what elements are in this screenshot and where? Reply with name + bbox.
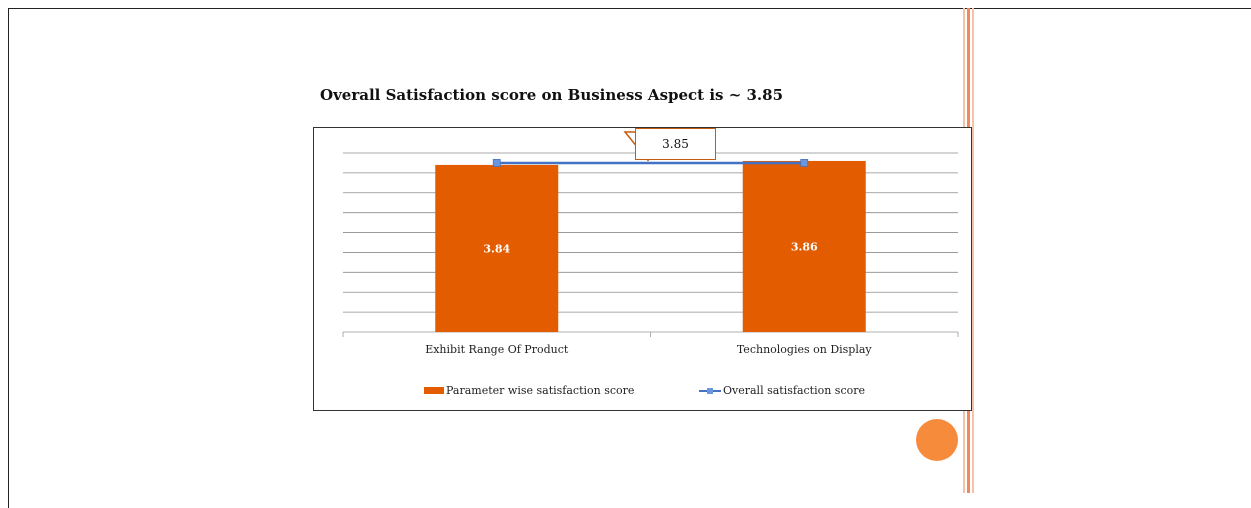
- overall-score-marker: [492, 159, 501, 167]
- bar: [742, 160, 866, 332]
- legend-item-line: Overall satisfaction score: [699, 384, 865, 397]
- legend-item-bar: Parameter wise satisfaction score: [424, 384, 634, 397]
- chart-plot: 3.84 Exhibit Range Of Product 3.86 Technolo…: [342, 131, 959, 356]
- x-tick-label: Technologies on Display: [737, 343, 873, 356]
- legend-marker: [707, 387, 713, 394]
- legend-swatch-bar: [424, 387, 444, 394]
- bar-data-label: 3.86: [791, 240, 818, 253]
- stripe-light: [972, 8, 974, 493]
- slide-frame: [8, 8, 1251, 508]
- bar: [435, 164, 559, 332]
- legend-swatch-line: [699, 386, 721, 396]
- bar-data-label: 3.84: [483, 242, 510, 255]
- chart-legend: Parameter wise satisfaction score Overal…: [313, 382, 972, 402]
- legend-label-line: Overall satisfaction score: [723, 384, 866, 397]
- overall-score-marker: [800, 159, 809, 167]
- chart-title: Overall Satisfaction score on Business A…: [320, 86, 784, 104]
- x-tick-label: Exhibit Range Of Product: [425, 343, 569, 356]
- legend-label-bar: Parameter wise satisfaction score: [446, 384, 635, 397]
- decorative-orange-circle: [916, 419, 958, 461]
- overall-score-callout: 3.85: [635, 128, 716, 160]
